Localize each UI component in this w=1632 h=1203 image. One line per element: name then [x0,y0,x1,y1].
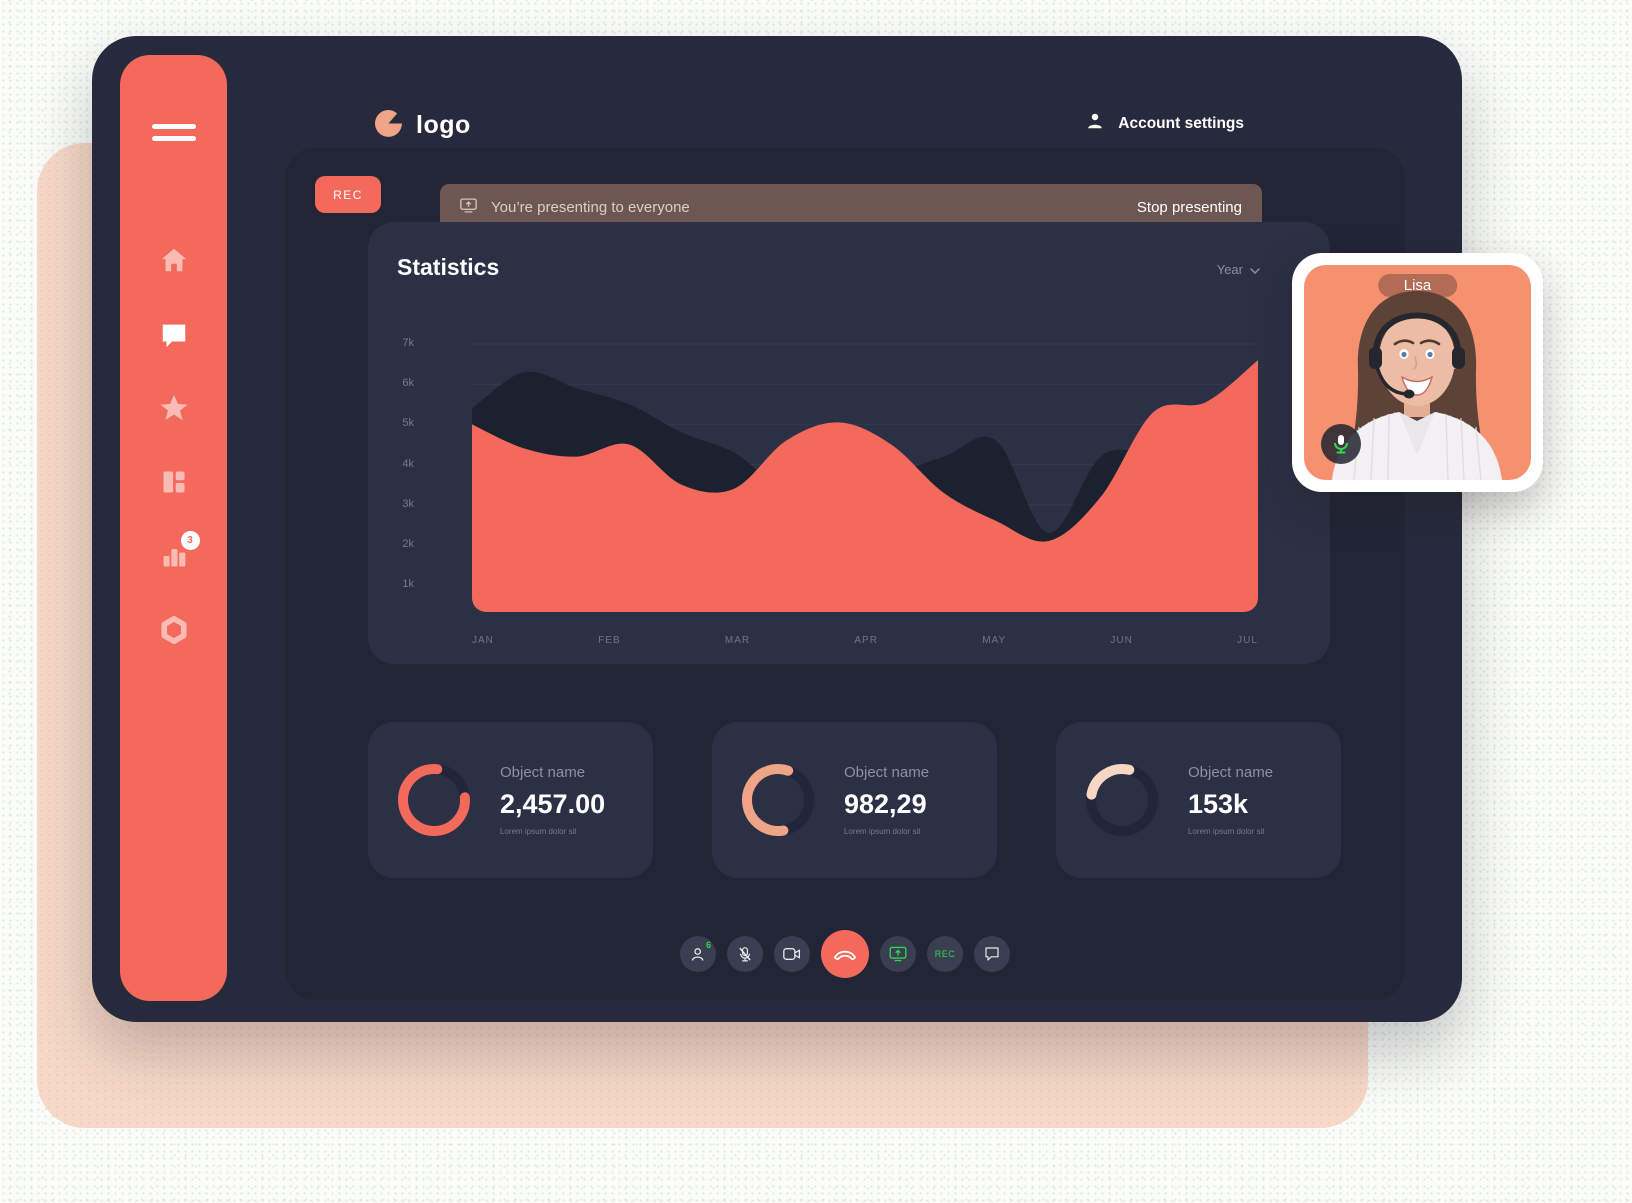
statistics-panel: Statistics Year 7k 6k 5k 4k 3k 2k 1k JAN FEB MAR… [368,222,1330,664]
main-panel: REC You’re presenting to everyone Stop p… [285,148,1405,1000]
sidebar-item-chat[interactable] [157,317,191,351]
presenting-message: You’re presenting to everyone [491,199,690,216]
logo[interactable]: logo [375,109,471,142]
stop-presenting-button[interactable]: Stop presenting [1136,199,1242,216]
chat-icon [159,319,189,349]
sidebar-item-dashboard[interactable] [157,465,191,499]
participants-count: 6 [705,940,711,950]
mute-microphone-button[interactable] [727,936,763,972]
record-button[interactable]: REC [927,936,963,972]
stat-card: Object name 2,457.00 Lorem ipsum dolor s… [368,722,653,878]
card-value: 153k [1188,789,1249,819]
card-label: Object name [1188,764,1274,781]
period-dropdown[interactable]: Year [1217,262,1260,277]
statistics-title: Statistics [397,254,500,280]
card-value: 982,29 [844,789,927,819]
participant-name: Lisa [1377,274,1458,297]
participants-button[interactable]: 6 [680,936,716,972]
y-tick-label: 1k [402,578,414,591]
logo-icon [375,109,403,142]
x-axis-label: MAY [982,635,1007,646]
video-feed: Lisa [1304,265,1531,480]
home-icon [159,245,189,275]
x-axis-label: JUL [1237,635,1258,646]
x-axis-label: JAN [472,635,494,646]
stat-card: Object name 982,29 Lorem ipsum dolor sit [712,722,997,878]
primary-series [472,360,1258,612]
account-settings[interactable]: Account settings [1086,112,1244,135]
chat-button[interactable] [974,936,1010,972]
card-label: Object name [844,764,930,781]
y-tick-label: 4k [402,457,414,470]
card-label: Object name [500,764,586,781]
account-settings-label: Account settings [1118,114,1244,132]
area-chart-svg [472,343,1258,612]
record-label: REC [934,949,956,959]
y-tick-label: 7k [402,337,414,349]
sidebar-item-analytics[interactable]: 3 [157,531,200,573]
donut-ring [398,764,470,836]
camera-button[interactable] [774,936,810,972]
x-axis-label: APR [854,635,878,646]
hang-up-button[interactable] [821,930,869,978]
y-tick-label: 2k [402,538,414,550]
share-screen-button[interactable] [880,936,916,972]
star-icon [158,392,190,424]
card-caption: Lorem ipsum dolor sit [1188,827,1265,836]
app-window: 3 logo Account settings REC [92,36,1462,1022]
donut-ring [1086,764,1158,836]
period-value: Year [1216,262,1243,277]
x-axis-label: FEB [598,635,621,646]
x-axis-label: JUN [1110,635,1133,646]
notification-badge: 3 [180,531,200,550]
x-axis-labels: JAN FEB MAR APR MAY JUN JUL [472,635,1258,646]
chevron-down-icon [1250,262,1260,277]
card-value: 2,457.00 [500,789,606,819]
hamburger-menu-icon[interactable] [151,117,196,148]
participant-portrait [1331,291,1503,480]
microphone-icon [1334,435,1348,454]
video-call-overlay[interactable]: Lisa [1292,253,1543,492]
call-controls: 6 REC [285,930,1405,978]
y-tick-label: 6k [402,377,414,390]
settings-hexagon-icon [159,615,189,645]
bar-chart-icon [160,542,188,570]
y-tick-label: 5k [402,417,414,430]
x-axis-label: MAR [724,635,751,646]
donut-ring [742,764,814,836]
user-icon [1086,112,1104,135]
microphone-status-button[interactable] [1321,424,1361,464]
dashboard-icon [160,468,188,496]
sidebar-nav: 3 [157,243,200,647]
rec-badge: REC [315,176,381,213]
y-tick-label: 3k [402,497,414,510]
sidebar-item-favorites[interactable] [157,391,191,425]
stat-card: Object name 153k Lorem ipsum dolor sit [1056,722,1341,878]
sidebar-item-home[interactable] [157,243,191,277]
present-screen-icon [460,197,477,218]
card-caption: Lorem ipsum dolor sit [500,827,577,836]
logo-label: logo [416,111,471,139]
sidebar: 3 [120,55,227,1001]
sidebar-item-settings[interactable] [157,613,191,647]
card-caption: Lorem ipsum dolor sit [844,827,921,836]
